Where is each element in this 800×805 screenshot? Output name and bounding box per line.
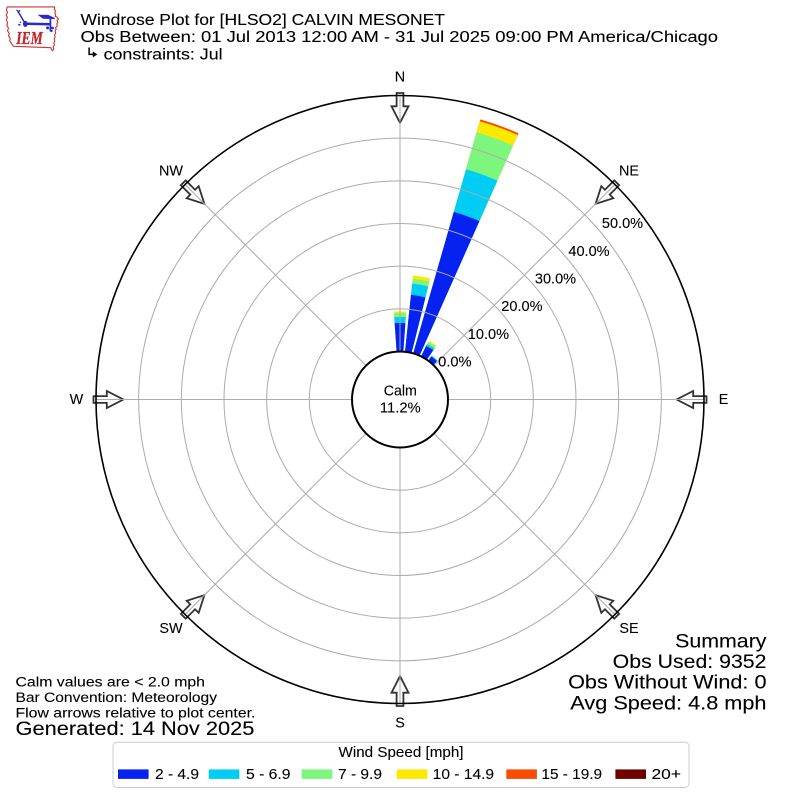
svg-text:Bar Convention: Meteorology: Bar Convention: Meteorology <box>16 690 218 706</box>
svg-text:S: S <box>395 715 405 731</box>
svg-text:0.0%: 0.0% <box>438 354 472 370</box>
svg-text:11.2%: 11.2% <box>380 400 421 416</box>
svg-text:Calm: Calm <box>384 383 417 399</box>
svg-text:30.0%: 30.0% <box>535 272 576 288</box>
svg-text:SE: SE <box>619 621 638 637</box>
svg-text:Obs Between: 01 Jul 2013 12:00: Obs Between: 01 Jul 2013 12:00 AM - 31 J… <box>81 29 719 46</box>
svg-text:5 - 6.9: 5 - 6.9 <box>246 767 291 783</box>
svg-text:W: W <box>70 392 84 408</box>
svg-text:Summary: Summary <box>675 632 767 653</box>
svg-text:SW: SW <box>159 621 183 637</box>
svg-text:N: N <box>395 69 405 85</box>
svg-text:Obs Without Wind: 0: Obs Without Wind: 0 <box>568 673 766 694</box>
svg-text:constraints: Jul: constraints: Jul <box>104 47 223 64</box>
svg-text:15 - 19.9: 15 - 19.9 <box>541 767 602 783</box>
svg-text:Flow arrows relative to plot c: Flow arrows relative to plot center. <box>16 706 256 722</box>
svg-text:NW: NW <box>159 164 183 180</box>
svg-text:Obs Used: 9352: Obs Used: 9352 <box>613 652 767 673</box>
svg-text:Calm values are < 2.0 mph: Calm values are < 2.0 mph <box>16 675 206 691</box>
svg-text:10 - 14.9: 10 - 14.9 <box>433 767 494 783</box>
svg-text:Generated: 14 Nov 2025: Generated: 14 Nov 2025 <box>16 718 255 740</box>
svg-text:Windrose Plot for [HLSO2] CALV: Windrose Plot for [HLSO2] CALVIN MESONET <box>81 12 446 29</box>
svg-text:Avg Speed: 4.8 mph: Avg Speed: 4.8 mph <box>570 693 766 714</box>
svg-text:E: E <box>719 392 729 408</box>
svg-text:7 - 9.9: 7 - 9.9 <box>338 767 382 783</box>
svg-text:IEM: IEM <box>15 28 44 48</box>
svg-text:Wind Speed [mph]: Wind Speed [mph] <box>339 745 464 761</box>
svg-text:20.0%: 20.0% <box>501 299 542 315</box>
svg-text:10.0%: 10.0% <box>468 327 509 343</box>
svg-text:NE: NE <box>619 164 639 180</box>
svg-text:50.0%: 50.0% <box>602 216 643 232</box>
svg-text:2 - 4.9: 2 - 4.9 <box>155 767 199 783</box>
svg-text:20+: 20+ <box>652 767 682 783</box>
svg-text:40.0%: 40.0% <box>568 244 609 260</box>
